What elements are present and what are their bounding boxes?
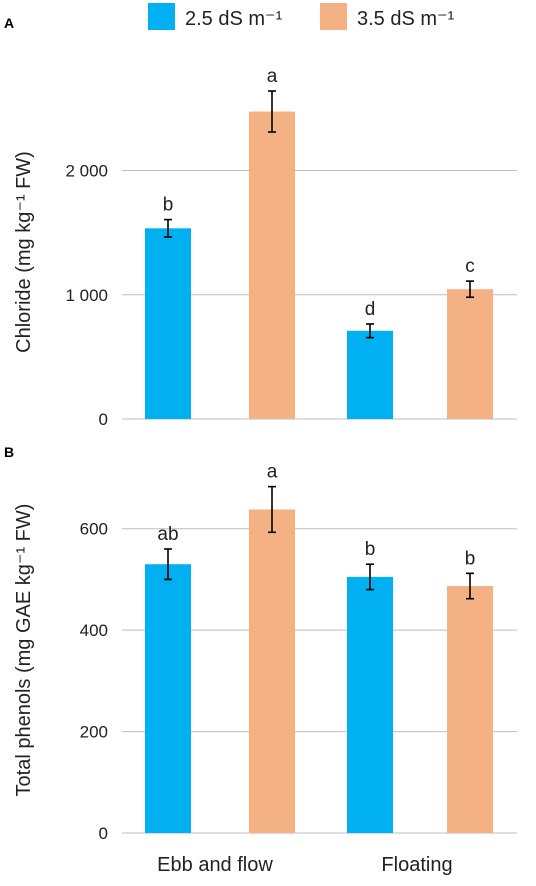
- legend-swatch-series-a: [148, 3, 175, 30]
- y-tick-label: 600: [80, 520, 108, 539]
- significance-letter: a: [267, 66, 278, 87]
- panel-label-b: B: [4, 444, 14, 460]
- y-tick-label: 0: [99, 410, 108, 429]
- panel-a: A Chloride (mg kg⁻¹ FW) 0 1 000 2 000 b d a c: [4, 15, 517, 429]
- significance-letter: b: [163, 195, 174, 216]
- legend: 2.5 dS m⁻¹ 3.5 dS m⁻¹: [148, 3, 455, 30]
- significance-letter: d: [365, 299, 376, 320]
- y-ticks-b: 0 200 400 600: [80, 520, 108, 843]
- y-tick-label: 400: [80, 621, 108, 640]
- significance-letter: b: [365, 539, 376, 560]
- significance-letter: c: [465, 256, 475, 277]
- y-axis-title-b: Total phenols (mg GAE kg⁻¹ FW): [13, 504, 35, 797]
- category-label-2: Floating: [381, 854, 452, 876]
- bar: [249, 509, 295, 833]
- y-ticks-a: 0 1 000 2 000: [65, 162, 108, 429]
- legend-label-series-b: 3.5 dS m⁻¹: [357, 8, 455, 30]
- bar: [347, 576, 393, 833]
- bar: [447, 289, 493, 419]
- legend-label-series-a: 2.5 dS m⁻¹: [185, 8, 283, 30]
- y-axis-title-a: Chloride (mg kg⁻¹ FW): [13, 151, 35, 353]
- y-tick-label: 200: [80, 723, 108, 742]
- legend-swatch-series-b: [320, 3, 347, 30]
- bar: [145, 564, 191, 833]
- bar: [145, 228, 191, 419]
- y-tick-label: 2 000: [65, 162, 108, 181]
- significance-letter: ab: [157, 524, 178, 545]
- bars-a: b d a c: [145, 66, 493, 420]
- y-tick-label: 0: [99, 824, 108, 843]
- bar: [347, 330, 393, 419]
- y-tick-label: 1 000: [65, 286, 108, 305]
- bar: [249, 111, 295, 420]
- panel-label-a: A: [4, 15, 14, 31]
- bar: [447, 586, 493, 833]
- significance-letter: b: [465, 548, 476, 569]
- significance-letter: a: [267, 462, 278, 483]
- panel-b: B Total phenols (mg GAE kg⁻¹ FW) 0 200 400…: [4, 444, 517, 843]
- category-label-1: Ebb and flow: [157, 854, 273, 876]
